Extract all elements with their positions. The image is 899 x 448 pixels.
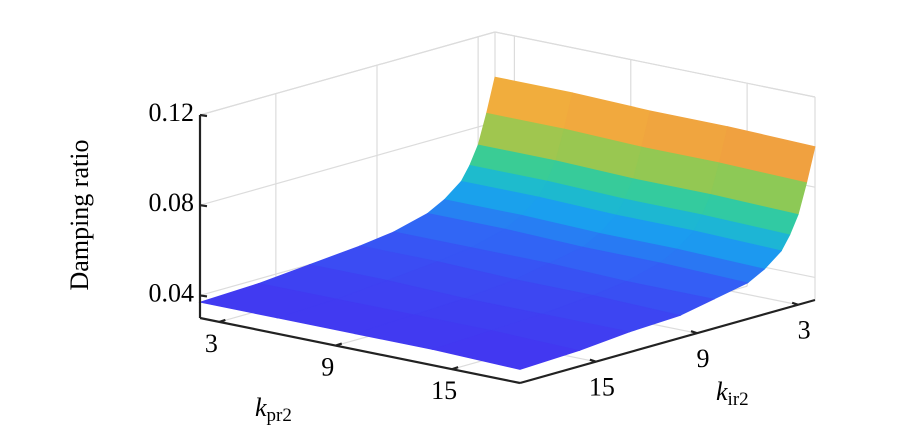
x-tick-label: 15 [431,376,457,405]
y-axis-label: kir2 [716,377,749,410]
y-axis-label-sub: ir2 [728,389,749,410]
x-tick-label: 9 [321,353,334,382]
grid-line [199,121,496,206]
y-tick-label: 15 [589,373,615,402]
z-tick [199,204,208,208]
surface [198,76,816,370]
surface-patch [431,330,581,370]
z-tick [199,294,208,298]
x-axis-label-base: k [255,393,267,422]
grid-line [494,31,816,98]
x-tick [219,318,226,323]
z-tick-label: 0.04 [149,278,195,307]
y-tick-label: 3 [798,316,811,345]
x-tick-label: 3 [205,329,218,358]
z-tick-label: 0.08 [149,188,195,217]
y-tick-label: 9 [697,344,710,373]
x-tick [335,342,343,347]
x-axis-label-sub: pr2 [267,405,292,426]
x-tick [451,366,459,371]
z-axis-label: Damping ratio [65,140,94,291]
z-tick [199,113,208,118]
z-tick-label: 0.12 [149,98,195,127]
y-tick [791,301,799,306]
x-axis [199,316,521,385]
y-tick [589,358,597,363]
axes: 0.04 0.08 0.12 3 9 15 3 9 15 [149,98,816,405]
y-axis-label-base: k [716,377,728,406]
grid-line [199,31,496,116]
y-tick [690,330,698,335]
y-axis [519,298,816,385]
x-axis-label: kpr2 [255,393,292,426]
